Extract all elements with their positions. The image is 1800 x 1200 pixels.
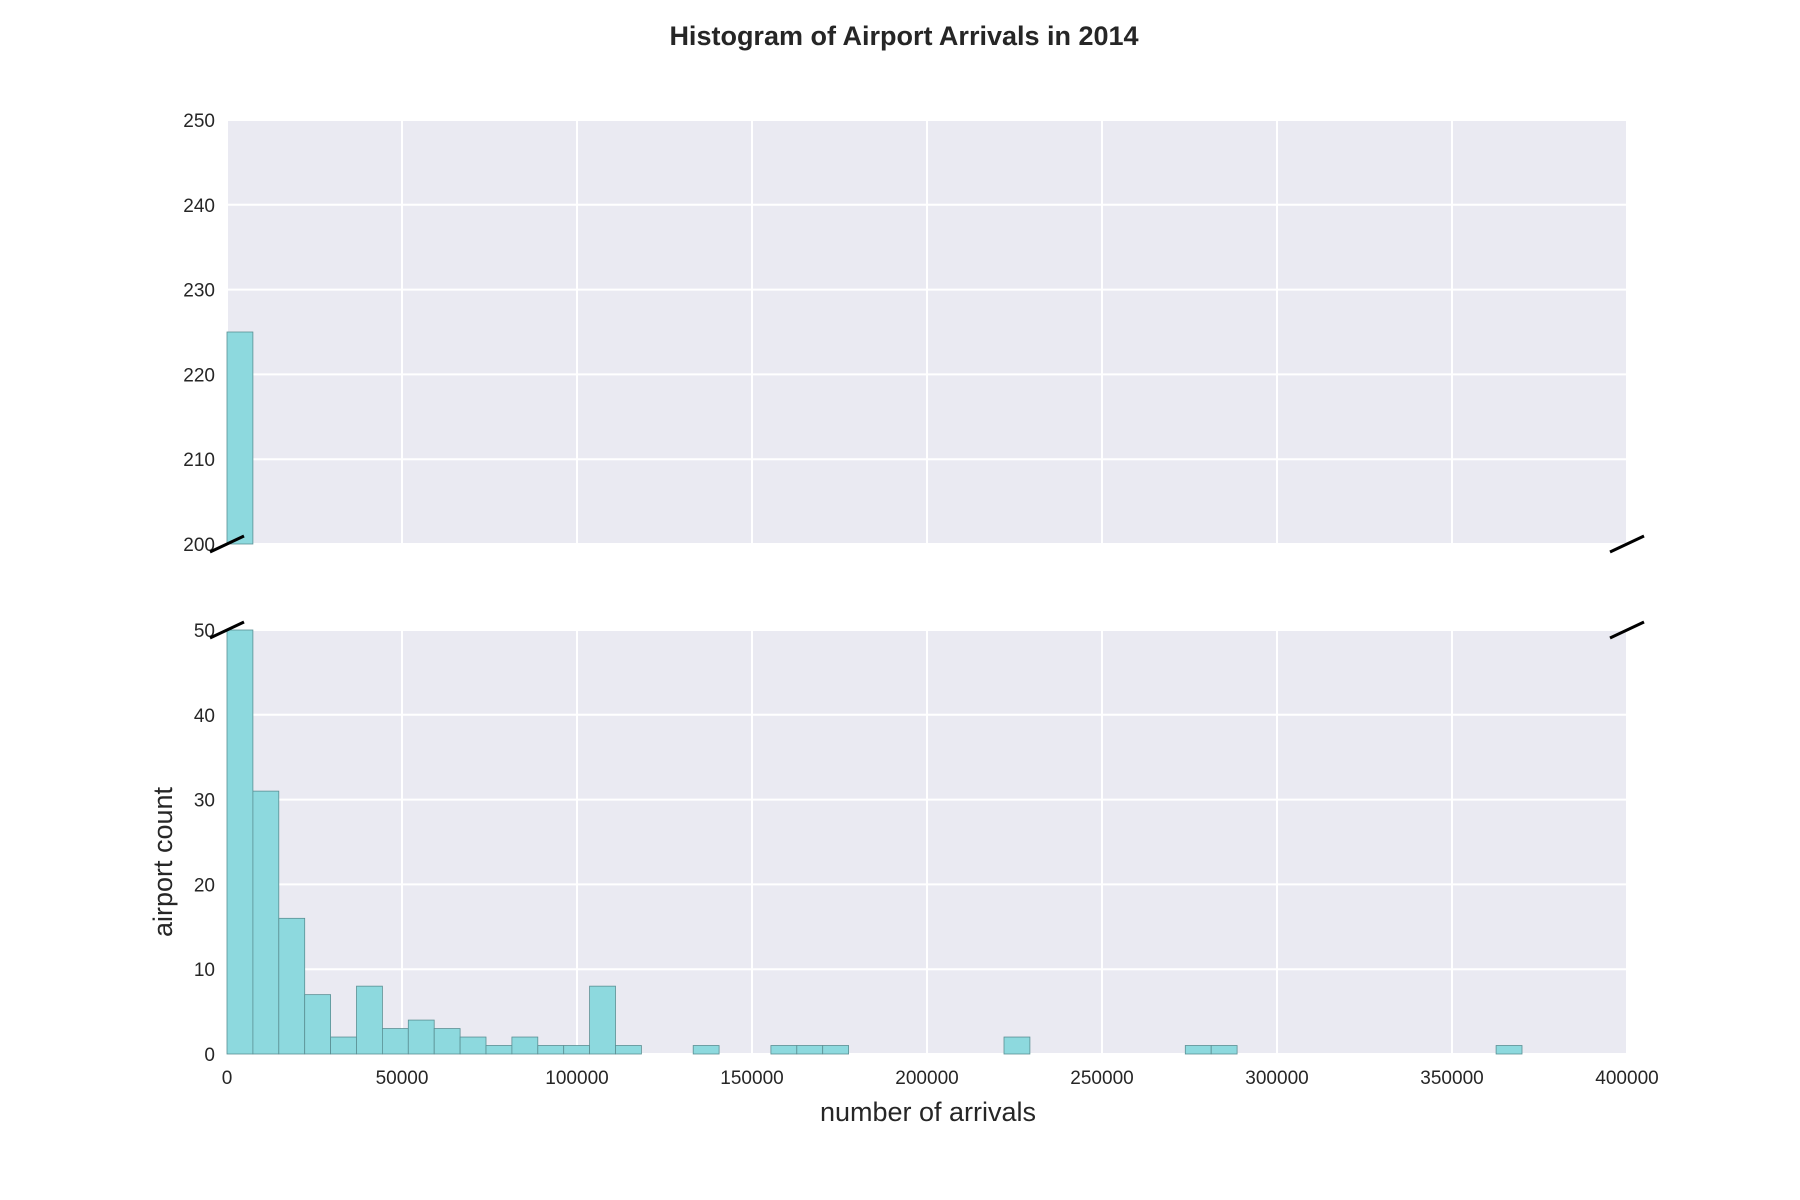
lower-panel-histogram-bar [537, 1045, 565, 1055]
lower-panel-histogram-bar [330, 1036, 357, 1055]
lower-panel-y-tick-label: 0 [204, 1045, 215, 1066]
lower-panel-histogram-bar [615, 1045, 642, 1055]
lower-panel-histogram-bar [433, 1028, 461, 1055]
axis-break-mark [209, 620, 245, 640]
lower-panel-histogram-bar [304, 994, 332, 1055]
x-axis-label: number of arrivals [820, 1097, 1036, 1127]
lower-panel-histogram-bar [1210, 1045, 1238, 1055]
axis-break-mark [209, 534, 245, 554]
x-tick-label: 200000 [895, 1068, 958, 1089]
upper-panel-y-tick-label: 240 [183, 196, 215, 217]
x-tick-label: 100000 [545, 1068, 608, 1089]
lower-panel-histogram-bar [770, 1045, 798, 1055]
lower-panel-y-tick-label: 50 [194, 621, 215, 642]
upper-panel-y-tick-label: 230 [183, 281, 215, 302]
lower-panel-histogram-bar [1495, 1045, 1523, 1055]
x-tick-label: 50000 [376, 1068, 429, 1089]
x-tick-label: 150000 [720, 1068, 783, 1089]
x-tick-label: 250000 [1070, 1068, 1133, 1089]
upper-panel-bars [226, 331, 254, 545]
lower-panel-histogram-bar [822, 1045, 850, 1055]
x-tick-label: 400000 [1595, 1068, 1658, 1089]
x-tick-label: 300000 [1245, 1068, 1308, 1089]
x-tick-label: 0 [222, 1068, 233, 1089]
lower-panel-histogram-bar [252, 790, 280, 1055]
upper-panel-histogram-bar [226, 331, 254, 545]
upper-panel-y-ticks: 200 210 220 230 240 250 [183, 111, 215, 556]
chart-title: Histogram of Airport Arrivals in 2014 [669, 21, 1138, 51]
lower-panel-histogram-bar [485, 1045, 513, 1055]
lower-panel-histogram-bar [226, 629, 254, 1055]
lower-panel-histogram-bar [589, 985, 616, 1055]
x-axis-ticks: 0 50000 100000 150000 200000 250000 300000 3500… [222, 1068, 1659, 1089]
upper-panel-y-tick-label: 220 [183, 365, 215, 386]
axis-break-mark [1609, 620, 1645, 640]
upper-panel-y-tick-label: 210 [183, 450, 215, 471]
lower-panel-y-ticks: 0 10 20 30 40 50 [194, 621, 215, 1066]
lower-panel-histogram-bar [278, 917, 306, 1055]
lower-panel-histogram-bar [563, 1045, 591, 1055]
lower-panel-histogram-bar [796, 1045, 824, 1055]
x-tick-label: 350000 [1420, 1068, 1483, 1089]
lower-panel-bars [226, 629, 1523, 1055]
lower-panel-histogram-bar [356, 985, 383, 1055]
lower-panel-histogram-bar [1184, 1045, 1212, 1055]
axis-break-marks [209, 534, 1645, 640]
upper-panel-y-tick-label: 200 [183, 535, 215, 556]
lower-panel-y-tick-label: 10 [194, 960, 215, 981]
y-axis-label: airport count [148, 786, 178, 937]
lower-panel-histogram-bar [407, 1019, 435, 1055]
lower-panel-y-tick-label: 20 [194, 875, 215, 896]
lower-panel-histogram-bar [692, 1045, 720, 1055]
lower-panel-histogram-bar [459, 1036, 487, 1055]
lower-panel-histogram-bar [1003, 1036, 1031, 1055]
axis-break-mark [1609, 534, 1645, 554]
lower-panel-histogram-bar [511, 1036, 539, 1055]
upper-panel-gridlines [226, 119, 1628, 545]
lower-panel-histogram-bar [381, 1028, 409, 1055]
lower-panel-y-tick-label: 30 [194, 791, 215, 812]
upper-panel-y-tick-label: 250 [183, 111, 215, 132]
lower-panel-y-tick-label: 40 [194, 706, 215, 727]
